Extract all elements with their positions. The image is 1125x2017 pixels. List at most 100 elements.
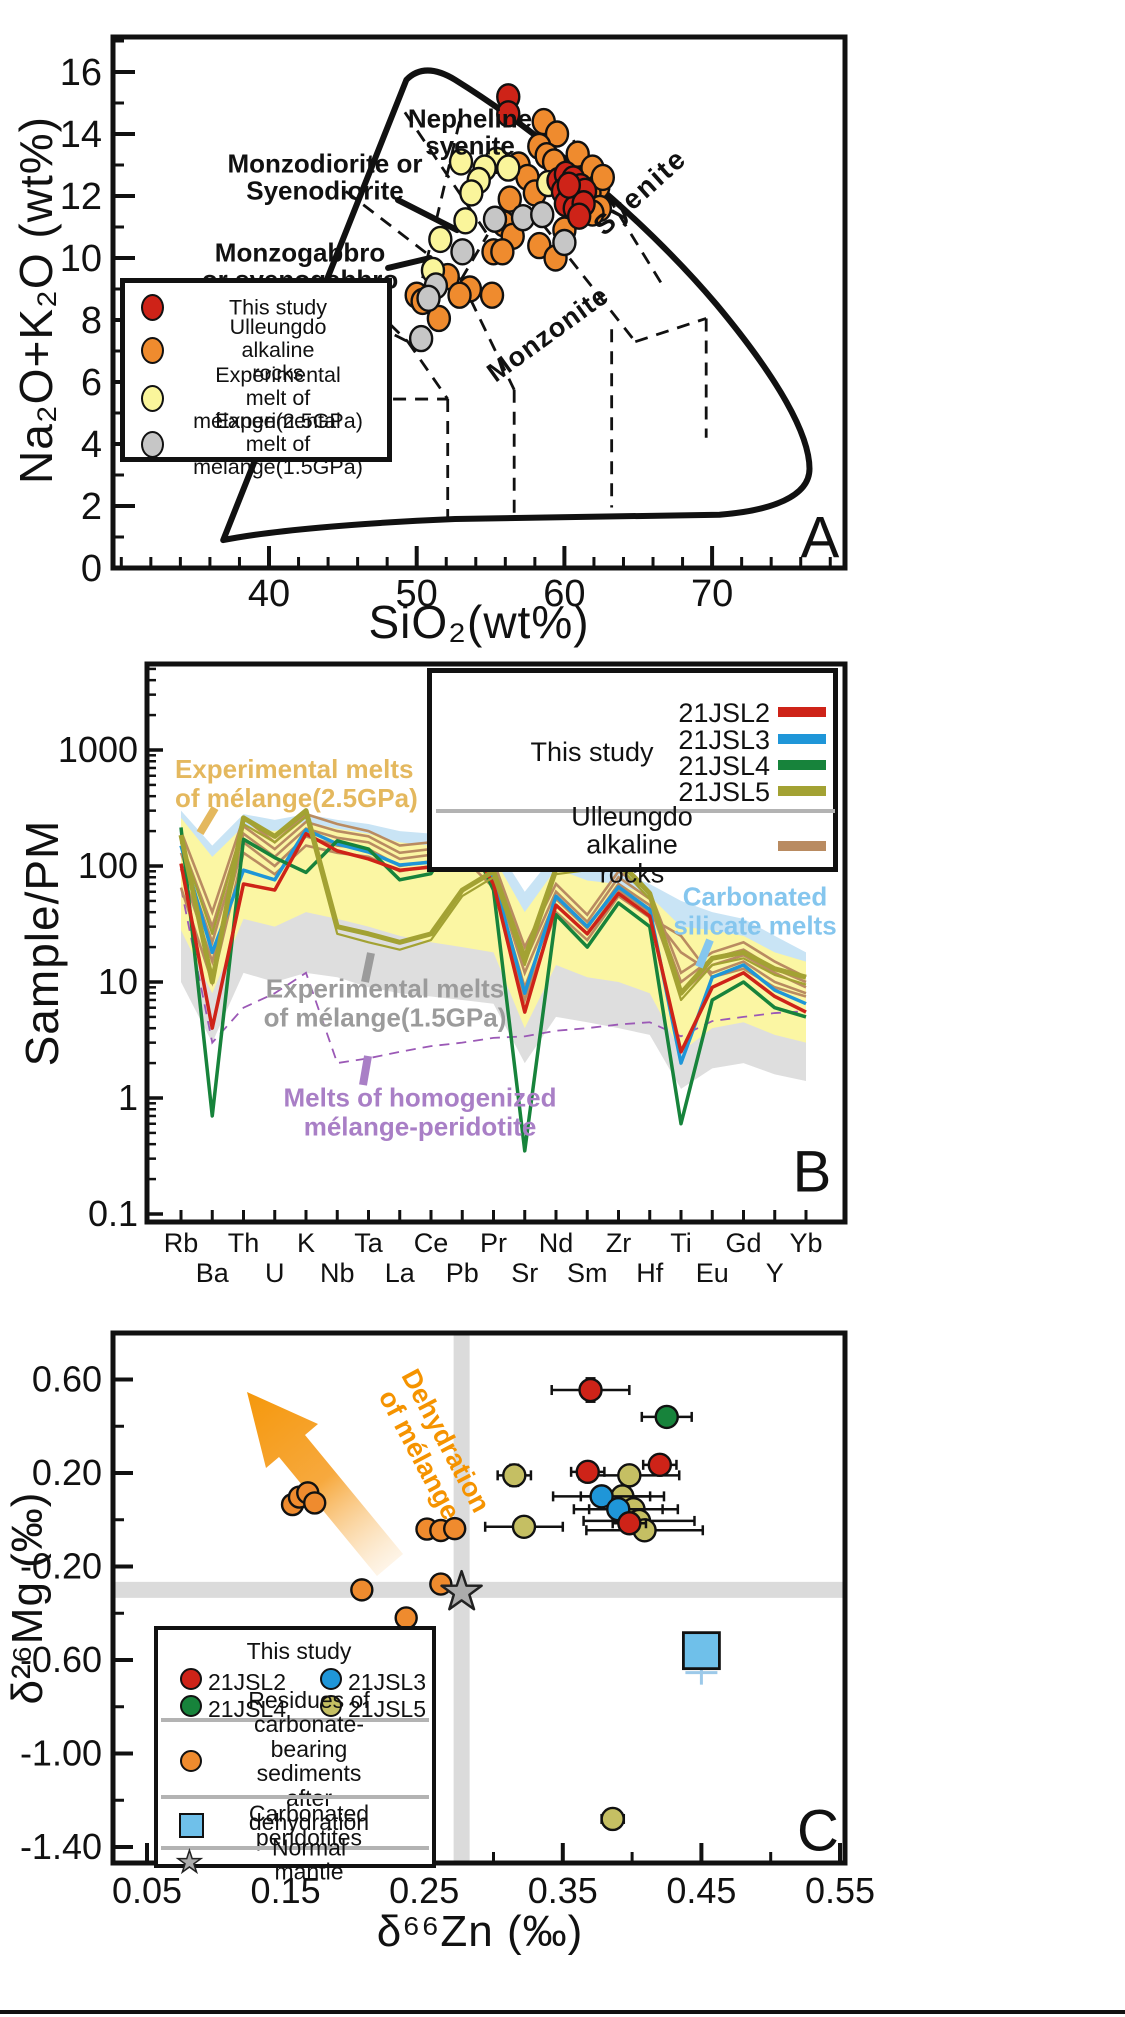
legend-divider (161, 1718, 429, 1722)
annotation-carbonated-silicate-melts: Carbonated silicate melts (673, 881, 837, 940)
svg-text:Pb: Pb (446, 1258, 479, 1288)
legend-line-ulleungdo (778, 841, 826, 851)
field-label-nepheline-syenite: Nepheline syenite (407, 103, 533, 161)
panelB-y-axis-label: Sample/PM (16, 819, 68, 1067)
svg-text:Ti: Ti (670, 1228, 692, 1258)
panelA-y-axis-label: Na₂O+K₂O (wt%) (10, 116, 62, 484)
svg-text:Zr: Zr (606, 1228, 631, 1258)
svg-text:0.1: 0.1 (88, 1193, 138, 1234)
svg-text:Ce: Ce (414, 1228, 449, 1258)
svg-text:100: 100 (78, 845, 138, 886)
svg-text:Rb: Rb (164, 1228, 199, 1258)
legend-dot-21jsl4 (180, 1695, 202, 1717)
legend-label: 21JSL3 (678, 725, 770, 755)
svg-text:0.05: 0.05 (112, 1870, 182, 1911)
svg-text:Ba: Ba (196, 1258, 230, 1288)
legend-label: Ulleungdo alkaline rocks (229, 315, 327, 386)
normal-mantle-star (440, 1569, 483, 1611)
svg-text:-1.40: -1.40 (20, 1826, 102, 1867)
legend-square-carbonated-peridotites (179, 1813, 204, 1838)
legend-label: 21JSL3 (348, 1669, 427, 1695)
svg-text:Gd: Gd (725, 1228, 761, 1258)
svg-text:U: U (265, 1258, 285, 1288)
legend-dot-21jsl3 (320, 1668, 342, 1690)
legend-symbol-this-study (141, 294, 164, 321)
legend-symbol-melt-15gpa (141, 431, 164, 458)
svg-text:Y: Y (766, 1258, 784, 1288)
svg-text:0.45: 0.45 (666, 1870, 736, 1911)
svg-text:0.20: 0.20 (32, 1452, 102, 1493)
legend-symbol-ulleungdo (141, 337, 164, 364)
svg-text:0.35: 0.35 (528, 1870, 598, 1911)
panelC-tag: C (797, 1798, 839, 1864)
legend-label: 21JSL5 (348, 1696, 427, 1722)
svg-text:K: K (297, 1228, 315, 1258)
legend-label: 21JSL2 (678, 698, 770, 728)
panelC-legend: This study 21JSL2 21JSL3 21JSL4 21JSL5 R… (154, 1626, 436, 1884)
legend-label: Experimental melt of mélange(1.5GPa) (193, 409, 363, 480)
svg-text:10: 10 (60, 238, 102, 280)
svg-text:40: 40 (248, 573, 290, 615)
svg-text:Yb: Yb (789, 1228, 822, 1258)
svg-text:Th: Th (228, 1228, 260, 1258)
legend-title: This study (530, 736, 654, 767)
panelC-x-axis-label: δ⁶⁶Zn (‰) (376, 1907, 584, 1956)
legend-label: 21JSL4 (208, 1696, 287, 1722)
panelC-graphics: 0.05 0.15 0.25 0.35 0.45 0.55 0.60 0.20 -0.20 -0.… (20, 1330, 875, 1911)
annotation-melts-15gpa: Experimental melts of mélange(1.5GPa) (263, 973, 507, 1032)
svg-text:Eu: Eu (696, 1258, 729, 1288)
svg-text:0: 0 (81, 548, 102, 590)
legend-label: Normal mantle (271, 1834, 347, 1885)
svg-text:-0.20: -0.20 (20, 1546, 102, 1587)
legend-dot-21jsl2 (180, 1668, 202, 1690)
legend-label: This study (229, 295, 327, 320)
svg-text:4: 4 (81, 424, 102, 466)
svg-text:Hf: Hf (636, 1258, 663, 1288)
field-label-monzodiorite: Monzodiorite or Syenodiorite (227, 148, 423, 206)
panelB-tag: B (792, 1139, 832, 1205)
svg-text:0.55: 0.55 (805, 1870, 875, 1911)
legend-label: Ulleungdo alkaline rocks (571, 801, 693, 889)
svg-text:0.60: 0.60 (32, 1359, 102, 1400)
svg-text:Sr: Sr (511, 1258, 538, 1288)
legend-label: 21JSL2 (208, 1669, 287, 1695)
svg-text:1: 1 (118, 1077, 138, 1118)
annotation-homogenized-melange-peridotite: Melts of homogenized mélange-peridotite (283, 1082, 557, 1141)
svg-text:50: 50 (396, 573, 438, 615)
figure-bottom-rule (0, 2010, 1125, 2014)
legend-divider (436, 809, 835, 813)
svg-text:70: 70 (691, 573, 733, 615)
dehydration-arrow (247, 1392, 403, 1576)
svg-text:0.25: 0.25 (389, 1870, 459, 1911)
svg-text:8: 8 (81, 300, 102, 342)
panelA-graphics: 40 50 60 70 0 2 4 6 8 10 12 14 16 (60, 34, 848, 615)
panelB-legend: This study 21JSL2 21JSL3 21JSL4 21JSL5 U… (427, 668, 838, 887)
legend-label: 21JSL4 (678, 751, 770, 781)
svg-text:1000: 1000 (58, 729, 138, 770)
svg-text:14: 14 (60, 114, 102, 156)
svg-text:La: La (385, 1258, 416, 1288)
svg-text:-0.60: -0.60 (20, 1639, 102, 1680)
legend-line-21jsl2 (778, 707, 826, 717)
legend-label: Experimental melt of mélange(2.5GPa) (193, 363, 363, 434)
svg-text:Pr: Pr (480, 1228, 507, 1258)
legend-divider (161, 1795, 429, 1799)
panelA-tag: A (800, 505, 840, 571)
svg-text:10: 10 (98, 961, 138, 1002)
svg-text:Ta: Ta (354, 1228, 384, 1258)
legend-line-21jsl5 (778, 786, 826, 796)
panelA-x-axis-label: SiO₂(wt%) (368, 596, 590, 648)
svg-text:Nb: Nb (320, 1258, 355, 1288)
svg-text:2: 2 (81, 486, 102, 528)
legend-label: 21JSL5 (678, 777, 770, 807)
svg-text:60: 60 (543, 573, 585, 615)
legend-divider (161, 1846, 429, 1850)
legend-line-21jsl3 (778, 734, 826, 744)
panelC-y-axis-label: δ²⁶Mg (‰) (3, 1491, 52, 1705)
svg-text:16: 16 (60, 52, 102, 94)
svg-text:Sm: Sm (567, 1258, 608, 1288)
svg-text:6: 6 (81, 362, 102, 404)
carbonated-peridotite-square (682, 1631, 721, 1671)
svg-text:-1.00: -1.00 (20, 1733, 102, 1774)
